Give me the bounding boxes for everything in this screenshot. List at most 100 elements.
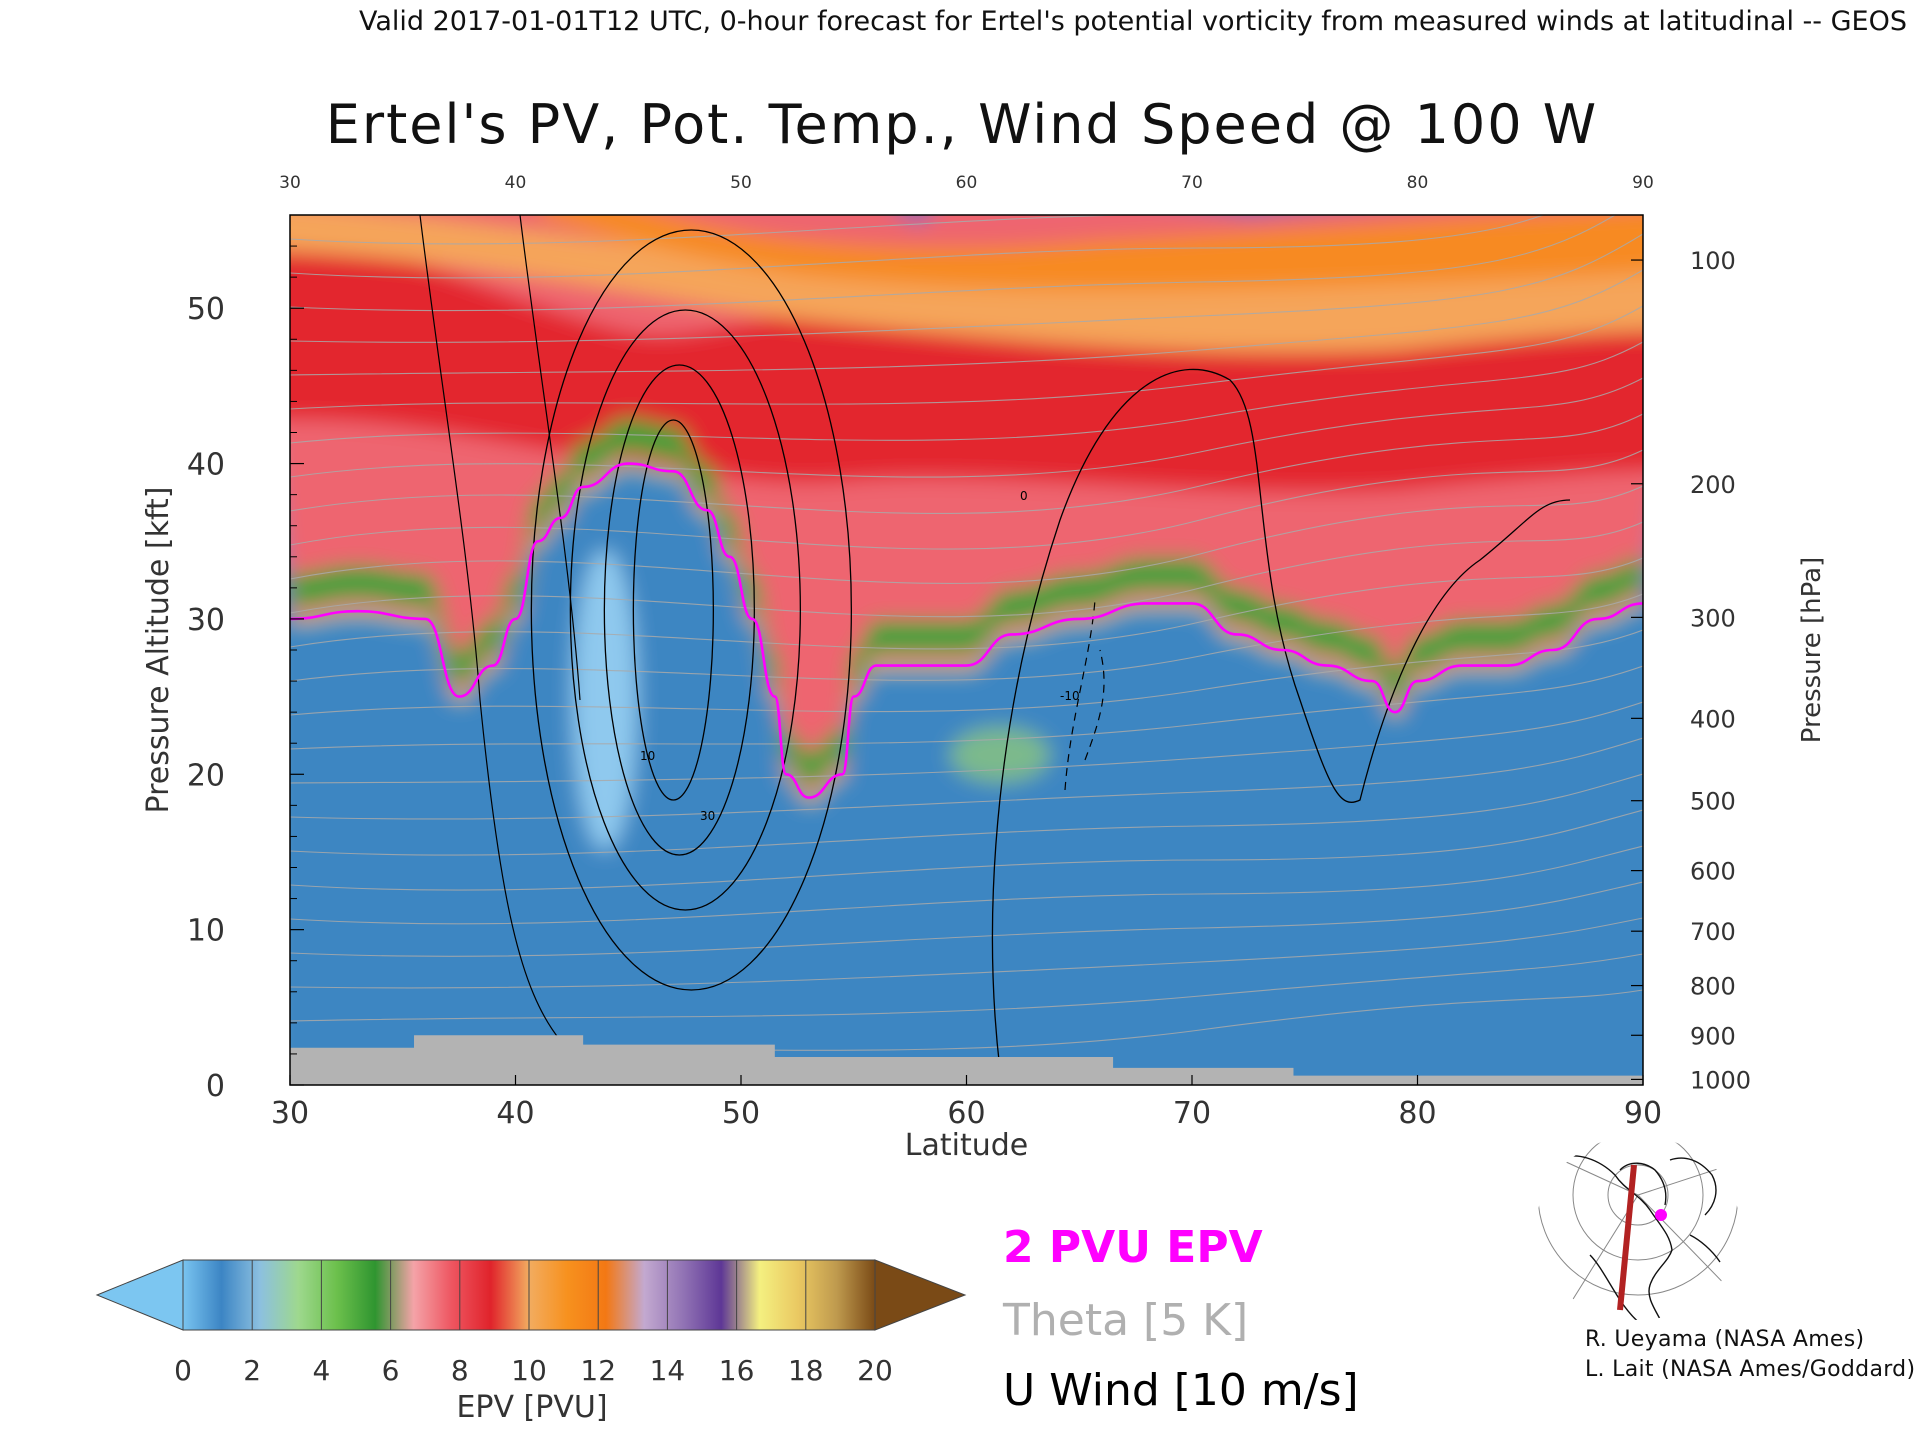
theta-contour [290, 953, 1643, 1022]
x-top-tick-label: 70 [1181, 173, 1203, 193]
x-tick-label: 70 [1173, 1096, 1211, 1131]
x-tick-label: 60 [947, 1096, 985, 1131]
u-wind-contour [530, 229, 852, 991]
theta-contour [290, 737, 1643, 820]
u-wind-contour [632, 419, 714, 801]
colorbar-under-triangle [95, 1259, 184, 1331]
pressure-tick-label: 900 [1690, 1022, 1736, 1050]
tropopause-2pvu-line [290, 462, 1643, 799]
colorbar: 0 2 4 6 8 10 12 14 16 18 20 EPV [PVU] [95, 1259, 967, 1425]
y-axis-label: Pressure Altitude [kft] [141, 487, 176, 814]
x-top-tick-label: 90 [1632, 173, 1654, 193]
pressure-tick-label: 300 [1690, 604, 1736, 632]
theta-contour [290, 881, 1643, 957]
theta-contour [290, 305, 1643, 410]
colorbar-label: EPV [PVU] [456, 1390, 607, 1425]
y-tick-label: 10 [187, 914, 225, 949]
u-wind-contour-label: 0 [1020, 489, 1028, 503]
u-wind-contour-negative [1064, 599, 1105, 791]
epv-band-13-14 [540, 215, 1643, 290]
credit-ueyama: R. Ueyama (NASA Ames) [1585, 1327, 1865, 1352]
colorbar-tick-label: 18 [788, 1354, 824, 1387]
theta-contour [290, 485, 1643, 584]
u-wind-contour [569, 309, 801, 911]
pressure-tick-label: 500 [1690, 788, 1736, 816]
u-wind-contour [419, 215, 581, 1041]
theta-contour [290, 809, 1643, 891]
u-wind-contour-label: 30 [700, 809, 715, 823]
u-wind-contour [991, 368, 1571, 1071]
pressure-tick-label: 800 [1690, 973, 1736, 1001]
colorbar-tick-label: 12 [580, 1354, 616, 1387]
valid-time-line: Valid 2017-01-01T12 UTC, 0-hour forecast… [359, 6, 1907, 37]
y-tick-label: 40 [187, 448, 225, 483]
colorbar-ticks: 0 2 4 6 8 10 12 14 16 18 20 [174, 1260, 893, 1387]
x-tick-label: 40 [496, 1096, 534, 1131]
cross-section-line [1617, 1164, 1637, 1311]
x-top-tick-label: 40 [505, 173, 527, 193]
theta-contour [290, 665, 1643, 750]
colorbar-tick-label: 4 [312, 1354, 330, 1387]
legend-uwind: U Wind [10 m/s] [1003, 1365, 1359, 1416]
pressure-tick-label: 100 [1690, 247, 1736, 275]
colorbar-tick-label: 0 [174, 1354, 192, 1387]
pressure-tick-label: 1000 [1690, 1066, 1751, 1094]
y-tick-label: 30 [187, 603, 225, 638]
theta-contour [290, 233, 1643, 343]
y-tick-label: 20 [187, 758, 225, 793]
colorbar-tick-label: 2 [243, 1354, 261, 1387]
pressure-tick-label: 200 [1690, 471, 1736, 499]
colorbar-tick-label: 16 [719, 1354, 755, 1387]
location-marker [1655, 1209, 1667, 1221]
u-wind-contours: 0 10 30 -10 [419, 215, 1571, 1071]
y-tick-label: 50 [187, 292, 225, 327]
chart-title: Ertel's PV, Pot. Temp., Wind Speed @ 100… [326, 93, 1598, 156]
theta-contour [290, 341, 1643, 444]
y-tick-label: 0 [206, 1069, 225, 1104]
theta-contour [290, 269, 1643, 376]
theta-contour [290, 917, 1643, 989]
theta-contour [290, 701, 1643, 784]
pressure-tick-label: 600 [1690, 858, 1736, 886]
x-tick-label: 30 [271, 1096, 309, 1131]
axes: 3030404050506060707080809090010203040501… [141, 173, 1827, 1163]
colorbar-tick-label: 6 [382, 1354, 400, 1387]
theta-contour [290, 413, 1643, 515]
y2-axis-label: Pressure [hPa] [1797, 557, 1827, 744]
pressure-tick-label: 400 [1690, 705, 1736, 733]
theta-contour [290, 773, 1643, 856]
epv-color-field [290, 215, 1643, 1085]
x-top-tick-label: 80 [1407, 173, 1429, 193]
x-tick-label: 50 [722, 1096, 760, 1131]
plot-area: 0 10 30 -10 [290, 215, 1643, 1085]
colorbar-tick-label: 8 [451, 1354, 469, 1387]
x-top-tick-label: 60 [956, 173, 978, 193]
theta-contour [290, 215, 1546, 279]
u-wind-contour-label: 10 [640, 749, 655, 763]
map-inset [1536, 1136, 1740, 1320]
colorbar-tick-label: 10 [511, 1354, 547, 1387]
theta-contour [290, 557, 1643, 650]
theta-contour [290, 593, 1643, 682]
theta-contour [290, 521, 1643, 618]
theta-contours [290, 215, 1643, 1056]
colorbar-tick-label: 20 [857, 1354, 893, 1387]
pressure-tick-label: 700 [1690, 918, 1736, 946]
theta-contour [290, 449, 1643, 550]
epv-pocket-green [950, 727, 1050, 783]
x-tick-label: 90 [1624, 1096, 1662, 1131]
colorbar-tick-label: 14 [650, 1354, 686, 1387]
colorbar-over-triangle [874, 1259, 967, 1331]
theta-contour [290, 215, 1617, 312]
legend-2pvu: 2 PVU EPV [1003, 1222, 1263, 1273]
x-axis-label: Latitude [905, 1128, 1028, 1163]
theta-contour [290, 377, 1643, 478]
terrain-mask [290, 1035, 1643, 1085]
credit-lait: L. Lait (NASA Ames/Goddard) [1585, 1357, 1916, 1382]
x-top-tick-label: 30 [279, 173, 301, 193]
u-wind-contour [603, 364, 755, 856]
legend-theta: Theta [5 K] [1002, 1295, 1248, 1346]
u-wind-contour-label: -10 [1060, 689, 1080, 703]
x-tick-label: 80 [1398, 1096, 1436, 1131]
